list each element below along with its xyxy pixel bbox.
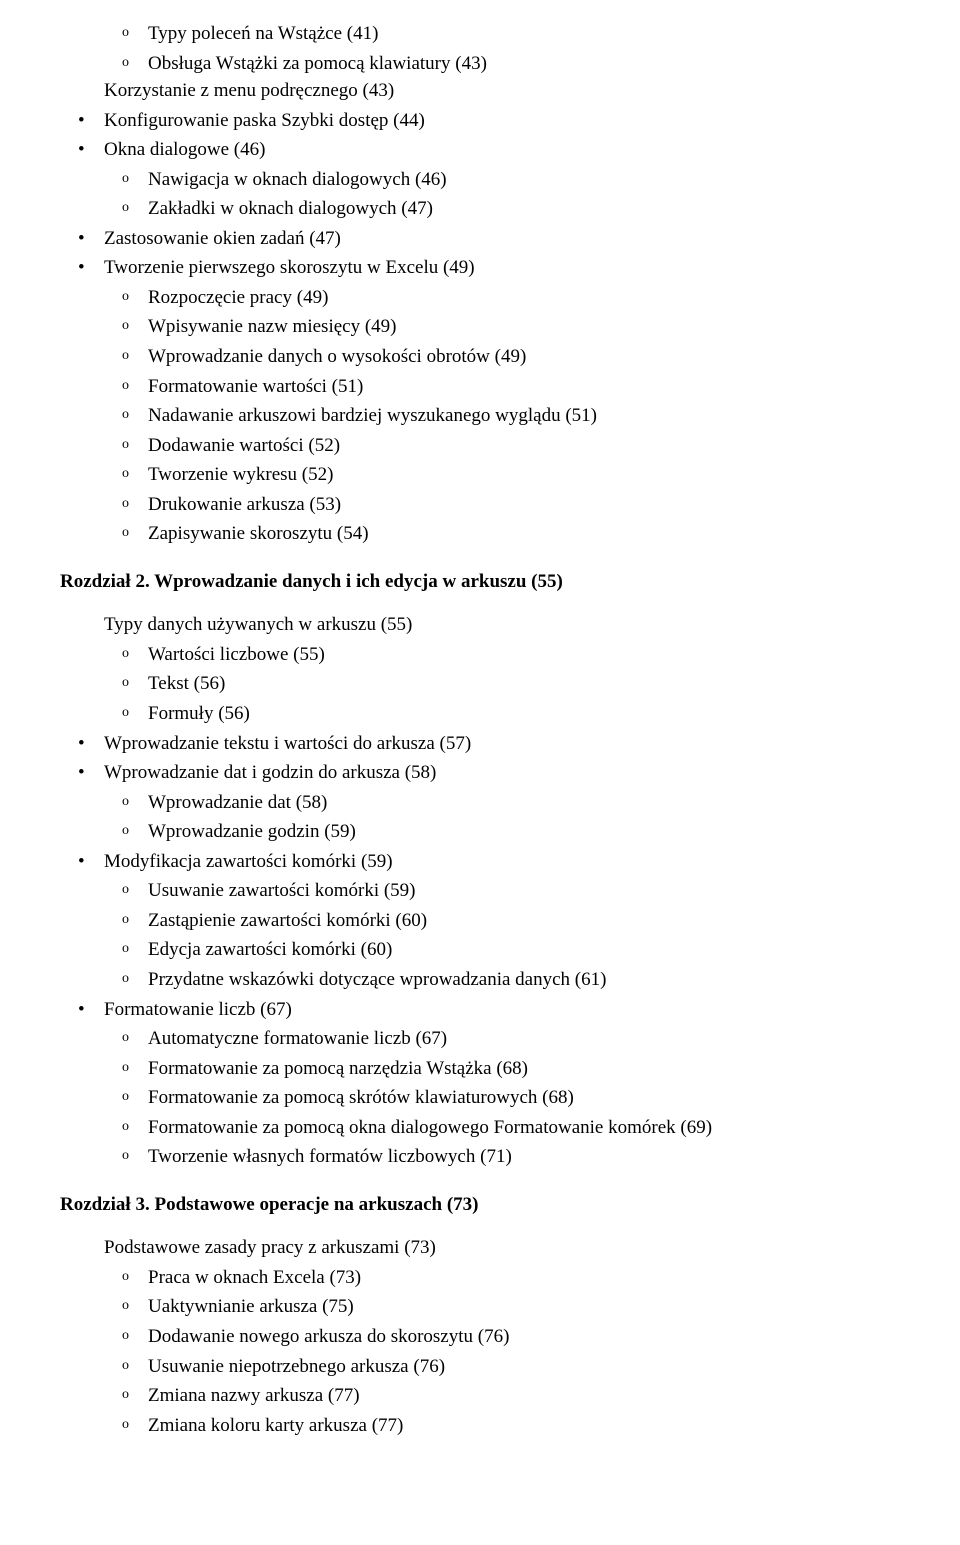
item-text: Zapisywanie skoroszytu (54): [148, 523, 369, 544]
list-item: Wprowadzanie godzin (59): [104, 818, 900, 846]
item-text: Okna dialogowe (46): [104, 139, 265, 160]
list-item: Wprowadzanie dat (58): [104, 789, 900, 817]
item-text: Formatowanie za pomocą skrótów klawiatur…: [148, 1087, 574, 1108]
item-text: Formatowanie za pomocą narzędzia Wstążka…: [148, 1058, 528, 1079]
item-text: Zakładki w oknach dialogowych (47): [148, 198, 433, 219]
list-item: Obsługa Wstążki za pomocą klawiatury (43…: [104, 50, 900, 78]
list-item: Wartości liczbowe (55): [104, 641, 900, 669]
list-item: Formatowanie wartości (51): [104, 373, 900, 401]
item-text: Wprowadzanie dat i godzin do arkusza (58…: [104, 762, 436, 783]
item-text: Zastosowanie okien zadań (47): [104, 228, 341, 249]
list-item: Modyfikacja zawartości komórki (59) Usuw…: [60, 848, 900, 994]
list-item: Praca w oknach Excela (73): [104, 1264, 900, 1292]
item-text: Wprowadzanie dat (58): [148, 792, 327, 813]
list-item: Dodawanie wartości (52): [104, 432, 900, 460]
list-item: Usuwanie zawartości komórki (59): [104, 877, 900, 905]
outline-list: Podstawowe zasady pracy z arkuszami (73)…: [60, 1234, 900, 1439]
document-page: Typy poleceń na Wstążce (41) Obsługa Wst…: [0, 0, 960, 1481]
list-item: Konfigurowanie paska Szybki dostęp (44): [60, 107, 900, 135]
item-text: Wartości liczbowe (55): [148, 644, 325, 665]
list-item: Nadawanie arkuszowi bardziej wyszukanego…: [104, 402, 900, 430]
item-text: Zastąpienie zawartości komórki (60): [148, 910, 427, 931]
item-text: Dodawanie wartości (52): [148, 435, 340, 456]
list-item: Tekst (56): [104, 670, 900, 698]
list-item: Podstawowe zasady pracy z arkuszami (73)…: [60, 1234, 900, 1439]
list-item: Zakładki w oknach dialogowych (47): [104, 195, 900, 223]
list-item: Tworzenie pierwszego skoroszytu w Excelu…: [60, 254, 900, 547]
list-item: Korzystanie z menu podręcznego (43): [60, 77, 900, 105]
list-item: Zmiana koloru karty arkusza (77): [104, 1412, 900, 1440]
list-item: Formatowanie za pomocą skrótów klawiatur…: [104, 1084, 900, 1112]
list-item: Wprowadzanie danych o wysokości obrotów …: [104, 343, 900, 371]
list-item: Edycja zawartości komórki (60): [104, 936, 900, 964]
list-item: Tworzenie własnych formatów liczbowych (…: [104, 1143, 900, 1171]
list-item: Nawigacja w oknach dialogowych (46): [104, 166, 900, 194]
list-item: Typy poleceń na Wstążce (41): [104, 20, 900, 48]
item-text: Nawigacja w oknach dialogowych (46): [148, 169, 447, 190]
item-text: Uaktywnianie arkusza (75): [148, 1296, 354, 1317]
item-text: Dodawanie nowego arkusza do skoroszytu (…: [148, 1326, 509, 1347]
item-text: Formatowanie za pomocą okna dialogowego …: [148, 1117, 712, 1138]
item-text: Zmiana nazwy arkusza (77): [148, 1385, 360, 1406]
item-text: Usuwanie niepotrzebnego arkusza (76): [148, 1356, 445, 1377]
list-item: Typy danych używanych w arkuszu (55) War…: [60, 611, 900, 727]
chapter-heading: Rozdział 3. Podstawowe operacje na arkus…: [60, 1191, 900, 1219]
chapter-heading: Rozdział 2. Wprowadzanie danych i ich ed…: [60, 568, 900, 596]
item-text: Wpisywanie nazw miesięcy (49): [148, 316, 397, 337]
item-text: Typy danych używanych w arkuszu (55): [104, 614, 412, 635]
outline-list: Typy danych używanych w arkuszu (55) War…: [60, 611, 900, 1170]
item-text: Praca w oknach Excela (73): [148, 1267, 361, 1288]
list-item: Drukowanie arkusza (53): [104, 491, 900, 519]
list-item: Wprowadzanie tekstu i wartości do arkusz…: [60, 730, 900, 758]
item-text: Typy poleceń na Wstążce (41): [148, 23, 378, 44]
list-item: Zapisywanie skoroszytu (54): [104, 520, 900, 548]
item-text: Wprowadzanie tekstu i wartości do arkusz…: [104, 733, 471, 754]
list-item: Przydatne wskazówki dotyczące wprowadzan…: [104, 966, 900, 994]
list-item: Zastosowanie okien zadań (47): [60, 225, 900, 253]
list-item: Wpisywanie nazw miesięcy (49): [104, 313, 900, 341]
item-text: Drukowanie arkusza (53): [148, 494, 341, 515]
list-item: Formatowanie liczb (67) Automatyczne for…: [60, 996, 900, 1171]
item-text: Formatowanie wartości (51): [148, 376, 363, 397]
item-text: Wprowadzanie danych o wysokości obrotów …: [148, 346, 526, 367]
list-item: Automatyczne formatowanie liczb (67): [104, 1025, 900, 1053]
list-item: Formuły (56): [104, 700, 900, 728]
list-item: Wprowadzanie dat i godzin do arkusza (58…: [60, 759, 900, 846]
list-item: Formatowanie za pomocą narzędzia Wstążka…: [104, 1055, 900, 1083]
list-item: Formatowanie za pomocą okna dialogowego …: [104, 1114, 900, 1142]
outline-list: Typy poleceń na Wstążce (41) Obsługa Wst…: [60, 20, 900, 77]
item-text: Formatowanie liczb (67): [104, 999, 292, 1020]
item-text: Podstawowe zasady pracy z arkuszami (73): [104, 1237, 436, 1258]
item-text: Przydatne wskazówki dotyczące wprowadzan…: [148, 969, 606, 990]
list-item: Usuwanie niepotrzebnego arkusza (76): [104, 1353, 900, 1381]
item-text: Tworzenie własnych formatów liczbowych (…: [148, 1146, 512, 1167]
item-text: Korzystanie z menu podręcznego (43): [104, 80, 394, 101]
list-item: Dodawanie nowego arkusza do skoroszytu (…: [104, 1323, 900, 1351]
item-text: Wprowadzanie godzin (59): [148, 821, 356, 842]
item-text: Tworzenie pierwszego skoroszytu w Excelu…: [104, 257, 475, 278]
item-text: Usuwanie zawartości komórki (59): [148, 880, 416, 901]
item-text: Rozpoczęcie pracy (49): [148, 287, 328, 308]
list-item: Okna dialogowe (46) Nawigacja w oknach d…: [60, 136, 900, 223]
item-text: Edycja zawartości komórki (60): [148, 939, 392, 960]
item-text: Tworzenie wykresu (52): [148, 464, 333, 485]
list-item: Uaktywnianie arkusza (75): [104, 1293, 900, 1321]
item-text: Formuły (56): [148, 703, 250, 724]
item-text: Modyfikacja zawartości komórki (59): [104, 851, 393, 872]
item-text: Zmiana koloru karty arkusza (77): [148, 1415, 403, 1436]
list-item: Zastąpienie zawartości komórki (60): [104, 907, 900, 935]
item-text: Tekst (56): [148, 673, 225, 694]
list-item: Rozpoczęcie pracy (49): [104, 284, 900, 312]
item-text: Obsługa Wstążki za pomocą klawiatury (43…: [148, 53, 487, 74]
outline-list: Korzystanie z menu podręcznego (43) Konf…: [60, 77, 900, 548]
list-item: Tworzenie wykresu (52): [104, 461, 900, 489]
item-text: Konfigurowanie paska Szybki dostęp (44): [104, 110, 425, 131]
item-text: Nadawanie arkuszowi bardziej wyszukanego…: [148, 405, 597, 426]
list-item: Zmiana nazwy arkusza (77): [104, 1382, 900, 1410]
item-text: Automatyczne formatowanie liczb (67): [148, 1028, 447, 1049]
